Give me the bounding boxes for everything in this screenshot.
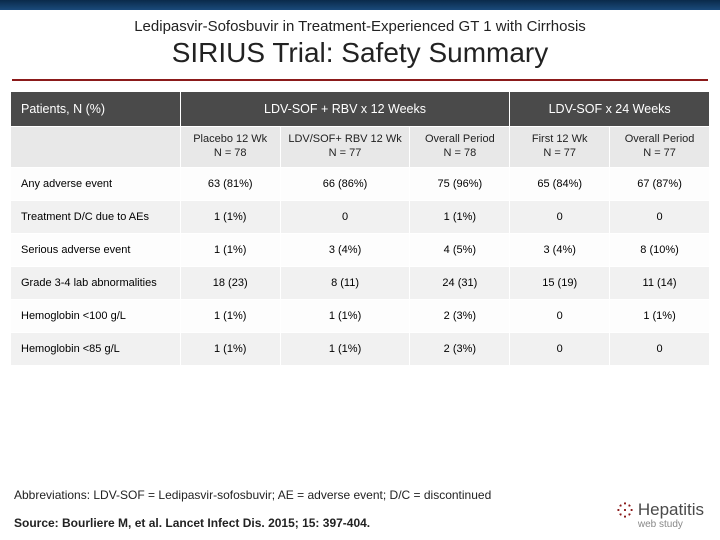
sub-header: Placebo 12 WkN = 78: [180, 127, 280, 168]
sub-header: Overall PeriodN = 78: [410, 127, 510, 168]
table-row: Hemoglobin <85 g/L1 (1%)1 (1%)2 (3%)00: [11, 332, 710, 365]
cell: 1 (1%): [180, 332, 280, 365]
cell: 1 (1%): [410, 200, 510, 233]
cell: 67 (87%): [610, 167, 710, 200]
cell: 66 (86%): [280, 167, 410, 200]
cell: 3 (4%): [280, 233, 410, 266]
sub-header: First 12 WkN = 77: [510, 127, 610, 168]
logo-text: Hepatitis: [638, 500, 704, 520]
header: Ledipasvir-Sofosbuvir in Treatment-Exper…: [0, 10, 720, 73]
cell: 1 (1%): [180, 233, 280, 266]
table-row: Grade 3-4 lab abnormalities18 (23)8 (11)…: [11, 266, 710, 299]
cell: 2 (3%): [410, 299, 510, 332]
table-row: Any adverse event63 (81%)66 (86%)75 (96%…: [11, 167, 710, 200]
cell: 8 (10%): [610, 233, 710, 266]
row-label: Treatment D/C due to AEs: [11, 200, 181, 233]
row-label: Any adverse event: [11, 167, 181, 200]
footer: Abbreviations: LDV-SOF = Ledipasvir-sofo…: [0, 480, 720, 540]
table-header-row-1: Patients, N (%) LDV-SOF + RBV x 12 Weeks…: [11, 92, 710, 127]
cell: 0: [610, 332, 710, 365]
cell: 24 (31): [410, 266, 510, 299]
header-rule: [12, 79, 708, 81]
cell: 0: [610, 200, 710, 233]
cell: 18 (23): [180, 266, 280, 299]
cell: 4 (5%): [410, 233, 510, 266]
row-label: Hemoglobin <85 g/L: [11, 332, 181, 365]
corner-header: Patients, N (%): [11, 92, 181, 127]
cell: 3 (4%): [510, 233, 610, 266]
cell: 1 (1%): [180, 200, 280, 233]
cell: 65 (84%): [510, 167, 610, 200]
blank-header: [11, 127, 181, 168]
safety-table: Patients, N (%) LDV-SOF + RBV x 12 Weeks…: [10, 91, 710, 366]
logo-subtext: web study: [638, 519, 704, 530]
cell: 11 (14): [610, 266, 710, 299]
table-row: Serious adverse event1 (1%)3 (4%)4 (5%)3…: [11, 233, 710, 266]
cell: 8 (11): [280, 266, 410, 299]
cell: 15 (19): [510, 266, 610, 299]
page-title: SIRIUS Trial: Safety Summary: [24, 37, 696, 69]
cell: 2 (3%): [410, 332, 510, 365]
cell: 0: [510, 299, 610, 332]
cell: 1 (1%): [180, 299, 280, 332]
sub-header: Overall PeriodN = 77: [610, 127, 710, 168]
cell: 0: [280, 200, 410, 233]
row-label: Serious adverse event: [11, 233, 181, 266]
cell: 75 (96%): [410, 167, 510, 200]
group-header: LDV-SOF x 24 Weeks: [510, 92, 710, 127]
group-header: LDV-SOF + RBV x 12 Weeks: [180, 92, 510, 127]
table-header-row-2: Placebo 12 WkN = 78 LDV/SOF+ RBV 12 WkN …: [11, 127, 710, 168]
source-citation: Source: Bourliere M, et al. Lancet Infec…: [14, 516, 706, 530]
cell: 0: [510, 200, 610, 233]
cell: 1 (1%): [280, 332, 410, 365]
cell: 0: [510, 332, 610, 365]
row-label: Hemoglobin <100 g/L: [11, 299, 181, 332]
abbreviations: Abbreviations: LDV-SOF = Ledipasvir-sofo…: [14, 488, 706, 502]
row-label: Grade 3-4 lab abnormalities: [11, 266, 181, 299]
table-row: Hemoglobin <100 g/L1 (1%)1 (1%)2 (3%)01 …: [11, 299, 710, 332]
table-row: Treatment D/C due to AEs1 (1%)01 (1%)00: [11, 200, 710, 233]
cell: 1 (1%): [610, 299, 710, 332]
cell: 63 (81%): [180, 167, 280, 200]
logo: Hepatitis web study: [614, 499, 704, 530]
cell: 1 (1%): [280, 299, 410, 332]
table-body: Any adverse event63 (81%)66 (86%)75 (96%…: [11, 167, 710, 365]
top-banner: [0, 0, 720, 10]
logo-icon: [614, 499, 636, 521]
supertitle: Ledipasvir-Sofosbuvir in Treatment-Exper…: [24, 18, 696, 35]
sub-header: LDV/SOF+ RBV 12 WkN = 77: [280, 127, 410, 168]
